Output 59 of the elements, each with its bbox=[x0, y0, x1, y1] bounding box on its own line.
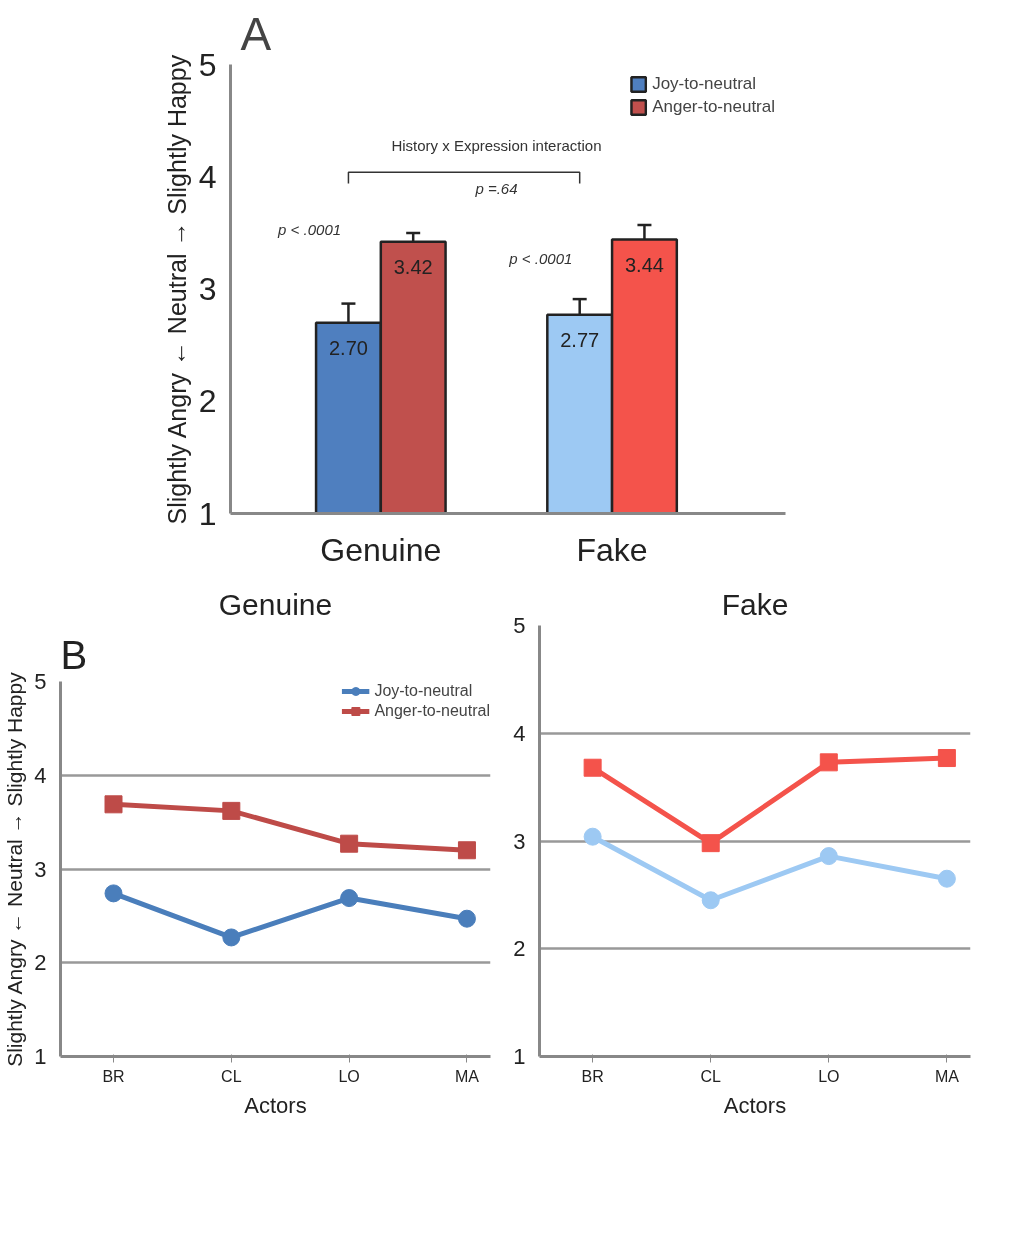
x-tick-label: MA bbox=[454, 1067, 480, 1085]
point bbox=[583, 758, 602, 777]
y-tick-label: 3 bbox=[513, 828, 526, 854]
point bbox=[701, 834, 720, 853]
point bbox=[222, 928, 241, 947]
data-label: 3.44 bbox=[624, 253, 664, 276]
y-tick-label: 5 bbox=[513, 613, 526, 638]
y-tick-label: 1 bbox=[198, 495, 217, 532]
x-axis-title: Actors bbox=[723, 1092, 787, 1118]
chart-title: Fake bbox=[721, 587, 789, 621]
point bbox=[819, 753, 838, 772]
point bbox=[701, 891, 720, 910]
x-tick-label: BR bbox=[102, 1067, 125, 1085]
y-tick-label: 5 bbox=[198, 46, 217, 83]
annotation: History x Expression interaction bbox=[391, 137, 602, 155]
chart-title: Genuine bbox=[218, 587, 333, 621]
point bbox=[222, 801, 241, 820]
y-tick-label: 3 bbox=[198, 271, 217, 307]
y-tick-label: 2 bbox=[34, 950, 47, 976]
data-label: 2.70 bbox=[328, 336, 368, 359]
x-tick-label: LO bbox=[818, 1067, 840, 1085]
text: B bbox=[60, 632, 88, 677]
point bbox=[937, 749, 956, 768]
legend-label: Joy-to-neutral bbox=[652, 74, 757, 94]
y-axis-title: Slightly Angry ← Neutral → Slightly Happy bbox=[3, 671, 27, 1067]
y-tick-label: 4 bbox=[34, 762, 47, 788]
data-label: 2.77 bbox=[560, 328, 600, 351]
y-tick-label: 5 bbox=[34, 669, 47, 694]
point bbox=[340, 889, 359, 908]
annotation: p =.64 bbox=[474, 179, 518, 197]
y-tick-label: 3 bbox=[34, 856, 47, 882]
point bbox=[457, 909, 476, 928]
legend-label: Anger-to-neutral bbox=[652, 97, 775, 117]
x-tick-label: CL bbox=[700, 1067, 722, 1085]
legend-label: Anger-to-neutral bbox=[374, 702, 490, 720]
chart-title: A bbox=[240, 7, 272, 60]
y-axis-title: Slightly Angry ← Neutral → Slightly Happy bbox=[162, 54, 191, 525]
x-tick-label: LO bbox=[338, 1067, 360, 1085]
x-tick-label: BR bbox=[581, 1067, 604, 1085]
data-label: 3.42 bbox=[393, 255, 433, 278]
y-tick-label: 1 bbox=[34, 1044, 47, 1069]
y-tick-label: 4 bbox=[198, 158, 217, 195]
point bbox=[104, 795, 123, 814]
point bbox=[583, 827, 602, 846]
x-tick-label: CL bbox=[221, 1067, 242, 1085]
x-axis-title: Actors bbox=[244, 1092, 307, 1118]
annotation: p < .0001 bbox=[508, 249, 573, 267]
x-tick-label: MA bbox=[934, 1067, 960, 1085]
y-tick-label: 2 bbox=[513, 936, 526, 962]
point bbox=[457, 841, 476, 860]
annotation: p < .0001 bbox=[277, 221, 342, 239]
point bbox=[937, 869, 956, 888]
y-tick-label: 1 bbox=[513, 1044, 526, 1069]
legend-label: Joy-to-neutral bbox=[374, 682, 473, 700]
y-tick-label: 2 bbox=[198, 383, 217, 420]
y-tick-label: 4 bbox=[513, 720, 526, 746]
point bbox=[340, 834, 359, 853]
point bbox=[104, 884, 123, 903]
point bbox=[819, 847, 838, 866]
